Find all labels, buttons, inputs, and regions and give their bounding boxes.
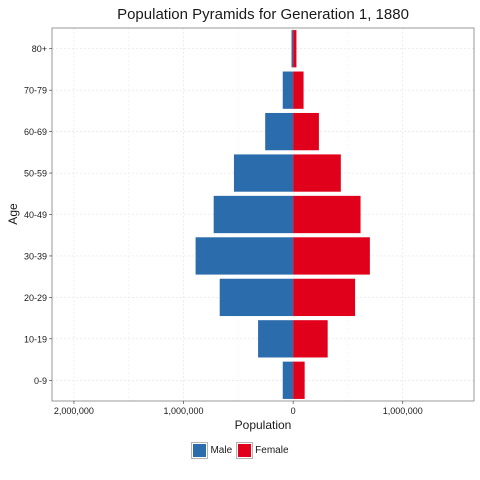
bar-female	[293, 195, 361, 234]
x-tick-label: 1,000,000	[383, 406, 423, 416]
x-tick-label: 0	[291, 406, 296, 416]
bar-female	[293, 112, 319, 151]
bar-female	[293, 237, 370, 275]
legend-item-male: Male	[191, 442, 232, 459]
bar-male	[233, 154, 294, 192]
bar-male	[282, 71, 294, 109]
legend-label-male: Male	[210, 445, 233, 456]
y-tick-label: 30-39	[24, 251, 47, 261]
y-tick-label: 50-59	[24, 169, 47, 179]
bar-male	[258, 320, 294, 358]
y-tick-label: 0-9	[34, 376, 47, 386]
legend-label-female: Female	[255, 445, 289, 456]
plot-panel: 0-9 10-19 20-29 30-39 40-49 50-59 60-69 70-79 80…	[24, 27, 475, 416]
bar-male	[282, 361, 294, 399]
x-axis-label: Population	[235, 418, 292, 432]
bar-male	[265, 112, 294, 151]
x-tick-label: 1,000,000	[164, 406, 204, 416]
chart-title: Population Pyramids for Generation 1, 18…	[117, 6, 409, 23]
y-tick-label: 20-29	[24, 293, 47, 303]
legend-item-female: Female	[236, 442, 289, 459]
bar-female	[293, 154, 341, 192]
y-axis-label: Age	[6, 203, 20, 225]
x-tick-label: 2,000,000	[54, 406, 94, 416]
y-tick-label: 60-69	[24, 127, 47, 137]
bar-male	[213, 195, 294, 234]
bar-female	[293, 361, 305, 399]
legend-swatch-female	[236, 442, 254, 459]
legend: Male Female	[0, 442, 480, 459]
bar-female	[293, 71, 304, 109]
bar-male	[219, 278, 294, 317]
legend-swatch-male	[191, 442, 209, 459]
y-tick-label: 40-49	[24, 210, 47, 220]
y-tick-label: 80+	[32, 44, 47, 54]
bar-male	[195, 237, 294, 275]
y-tick-label: 10-19	[24, 334, 47, 344]
bar-male	[291, 30, 294, 68]
bar-female	[293, 320, 328, 358]
bar-female	[293, 30, 297, 68]
y-tick-label: 70-79	[24, 86, 47, 96]
bar-female	[293, 278, 356, 317]
